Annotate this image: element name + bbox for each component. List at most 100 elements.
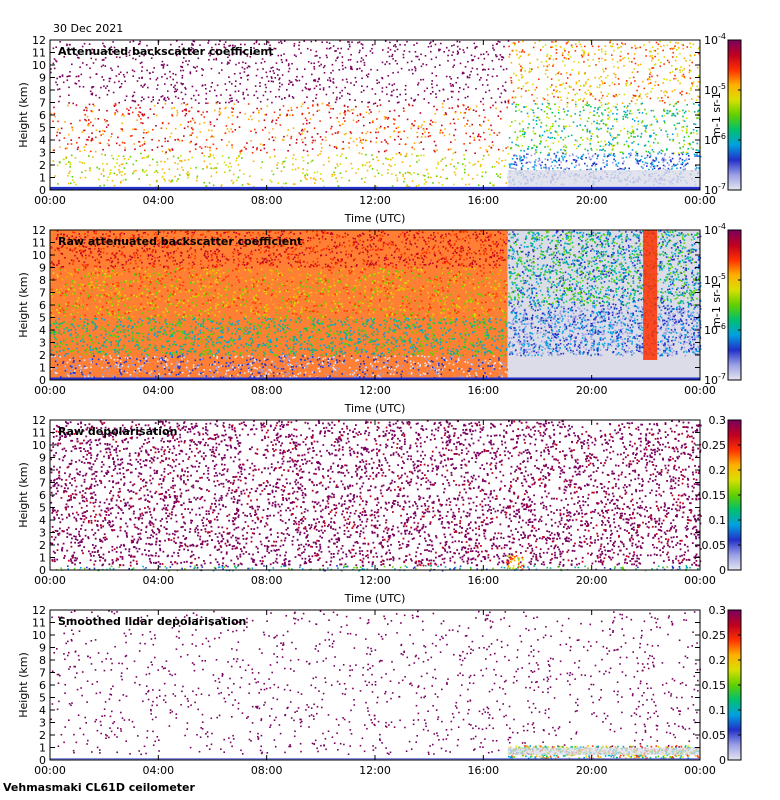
y-tick-label: 12 <box>32 414 46 427</box>
y-axis-label: Height (km) <box>17 462 30 528</box>
chart-title: Raw attenuated backscatter coefficient <box>58 235 302 248</box>
y-tick-label: 3 <box>39 147 46 160</box>
x-tick-label: 00:00 <box>34 194 66 207</box>
colorbar-tick-label: 0.25 <box>702 629 727 642</box>
y-tick-label: 11 <box>32 427 46 440</box>
colorbar-tick-label: 0.05 <box>702 729 727 742</box>
x-tick-label: 00:00 <box>34 764 66 777</box>
x-tick-label: 20:00 <box>576 384 608 397</box>
y-tick-label: 6 <box>39 109 46 122</box>
chart-panel-2: Raw attenuated backscatter coefficient01… <box>17 222 741 415</box>
y-tick-label: 5 <box>39 312 46 325</box>
y-axis-label: Height (km) <box>17 652 30 718</box>
y-tick-label: 11 <box>32 237 46 250</box>
x-tick-label: 04:00 <box>142 194 174 207</box>
x-tick-label: 08:00 <box>251 574 283 587</box>
colorbar-tick-label: 0.25 <box>702 439 727 452</box>
figure: Attenuated backscatter coefficient012345… <box>0 0 780 780</box>
colorbar-tick-label: 10-7 <box>704 182 726 197</box>
y-tick-label: 2 <box>39 349 46 362</box>
colorbar-tick-label: 0.1 <box>709 704 727 717</box>
x-tick-label: 20:00 <box>576 764 608 777</box>
y-axis-label: Height (km) <box>17 272 30 338</box>
y-tick-label: 10 <box>32 629 46 642</box>
y-tick-label: 8 <box>39 84 46 97</box>
x-axis-label: Time (UTC) <box>344 592 406 605</box>
x-tick-label: 04:00 <box>142 764 174 777</box>
y-tick-label: 5 <box>39 692 46 705</box>
y-tick-label: 10 <box>32 439 46 452</box>
x-tick-label: 20:00 <box>576 194 608 207</box>
y-tick-label: 4 <box>39 134 46 147</box>
y-tick-label: 8 <box>39 654 46 667</box>
y-tick-label: 12 <box>32 34 46 47</box>
colorbar-tick-label: 0.15 <box>702 489 727 502</box>
colorbar-tick-label: 0.3 <box>709 604 727 617</box>
y-tick-label: 5 <box>39 502 46 515</box>
x-tick-label: 16:00 <box>467 384 499 397</box>
y-tick-label: 12 <box>32 604 46 617</box>
colorbar-unit: m-1 sr-1 <box>710 282 723 328</box>
y-tick-label: 12 <box>32 224 46 237</box>
y-tick-label: 9 <box>39 72 46 85</box>
chart-title: Attenuated backscatter coefficient <box>58 45 274 58</box>
colorbar: 0.30.250.20.150.10.050 <box>702 414 742 577</box>
x-tick-label: 00:00 <box>34 384 66 397</box>
x-axis-label: Time (UTC) <box>344 402 406 415</box>
colorbar-unit: m-1 sr-1 <box>710 92 723 138</box>
colorbar-tick-label: 0 <box>719 754 726 767</box>
colorbar-tick-label: 0.1 <box>709 514 727 527</box>
colorbar-tick-label: 0.05 <box>702 539 727 552</box>
chart-title: Raw depolarisation <box>58 425 177 438</box>
colorbar-tick-label: 10-4 <box>704 32 726 47</box>
colorbar-tick-label: 0.2 <box>709 654 727 667</box>
x-tick-label: 04:00 <box>142 574 174 587</box>
colorbar-tick-label: 10-4 <box>704 222 726 237</box>
x-tick-label: 12:00 <box>359 194 391 207</box>
x-tick-label: 16:00 <box>467 574 499 587</box>
y-tick-label: 3 <box>39 717 46 730</box>
y-tick-label: 2 <box>39 729 46 742</box>
y-tick-label: 2 <box>39 539 46 552</box>
colorbar: 0.3 0.25 0.2 0.15 0.1 0.05 0 <box>702 604 742 767</box>
colorbar-gradient <box>728 230 741 380</box>
instrument-label: Vehmasmaki CL61D ceilometer <box>3 781 195 794</box>
y-tick-label: 1 <box>39 362 46 375</box>
y-tick-label: 5 <box>39 122 46 135</box>
y-tick-label: 1 <box>39 172 46 185</box>
x-tick-label: 00:00 <box>684 574 716 587</box>
y-tick-label: 10 <box>32 59 46 72</box>
colorbar-tick-label: 0.2 <box>709 464 727 477</box>
colorbar-gradient <box>728 40 741 190</box>
y-tick-label: 4 <box>39 514 46 527</box>
x-axis-label: Time (UTC) <box>344 212 406 225</box>
y-tick-label: 7 <box>39 97 46 110</box>
chart-title: Smoothed lidar depolarisation <box>58 615 246 628</box>
y-axis-label: Height (km) <box>17 82 30 148</box>
x-tick-label: 12:00 <box>359 574 391 587</box>
colorbar: 10-410-510-610-7m-1 sr-1 <box>704 32 741 197</box>
y-tick-label: 2 <box>39 159 46 172</box>
x-tick-label: 16:00 <box>467 764 499 777</box>
x-tick-label: 20:00 <box>576 574 608 587</box>
y-tick-label: 9 <box>39 262 46 275</box>
y-tick-label: 7 <box>39 477 46 490</box>
x-tick-label: 12:00 <box>359 764 391 777</box>
y-tick-label: 4 <box>39 324 46 337</box>
x-tick-label: 16:00 <box>467 194 499 207</box>
y-tick-label: 7 <box>39 667 46 680</box>
chart-panel-1: Attenuated backscatter coefficient012345… <box>17 32 741 225</box>
y-tick-label: 6 <box>39 489 46 502</box>
x-tick-label: 00:00 <box>34 574 66 587</box>
colorbar-tick-label: 0 <box>719 564 726 577</box>
y-tick-label: 11 <box>32 617 46 630</box>
y-tick-label: 1 <box>39 552 46 565</box>
y-tick-label: 9 <box>39 642 46 655</box>
y-tick-label: 6 <box>39 679 46 692</box>
y-tick-label: 8 <box>39 274 46 287</box>
colorbar-tick-label: 0.15 <box>702 679 727 692</box>
y-tick-label: 1 <box>39 742 46 755</box>
x-tick-label: 04:00 <box>142 384 174 397</box>
y-tick-label: 7 <box>39 287 46 300</box>
colorbar: 10-410-510-610-7m-1 sr-1 <box>704 222 741 387</box>
